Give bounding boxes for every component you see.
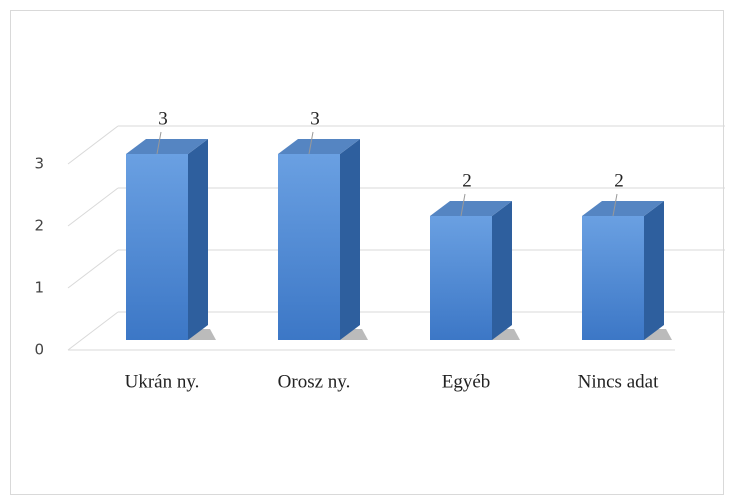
x-tick-label: Ukrán ny. [125, 371, 200, 392]
x-tick-label: Nincs adat [578, 371, 659, 392]
bar-side [644, 201, 664, 340]
y-tick-label: 0 [34, 341, 44, 359]
data-label-leader [460, 193, 466, 217]
bar-side [188, 139, 208, 340]
data-label: 3 [310, 108, 320, 129]
y-tick-label: 3 [34, 155, 44, 173]
bar-side [492, 201, 512, 340]
bar [126, 154, 188, 340]
grid-line [67, 249, 119, 289]
bar-top [582, 201, 664, 216]
data-label: 2 [614, 170, 624, 191]
data-label-leader [156, 131, 162, 155]
x-tick-label: Egyéb [442, 371, 491, 392]
bar-side [340, 139, 360, 340]
bar [278, 154, 340, 340]
data-label: 2 [462, 170, 472, 191]
data-label-leader [308, 131, 314, 155]
grid-line [67, 311, 119, 351]
data-label: 3 [158, 108, 168, 129]
y-tick-label: 1 [34, 279, 44, 297]
bar-top [430, 201, 512, 216]
grid-line [67, 125, 119, 165]
bar [582, 216, 644, 340]
bar-top [278, 139, 360, 154]
bar [430, 216, 492, 340]
bar-top [126, 139, 208, 154]
y-tick-label: 2 [34, 217, 44, 235]
x-tick-label: Orosz ny. [278, 371, 351, 392]
data-label-leader [612, 193, 618, 217]
grid-line [67, 187, 119, 227]
